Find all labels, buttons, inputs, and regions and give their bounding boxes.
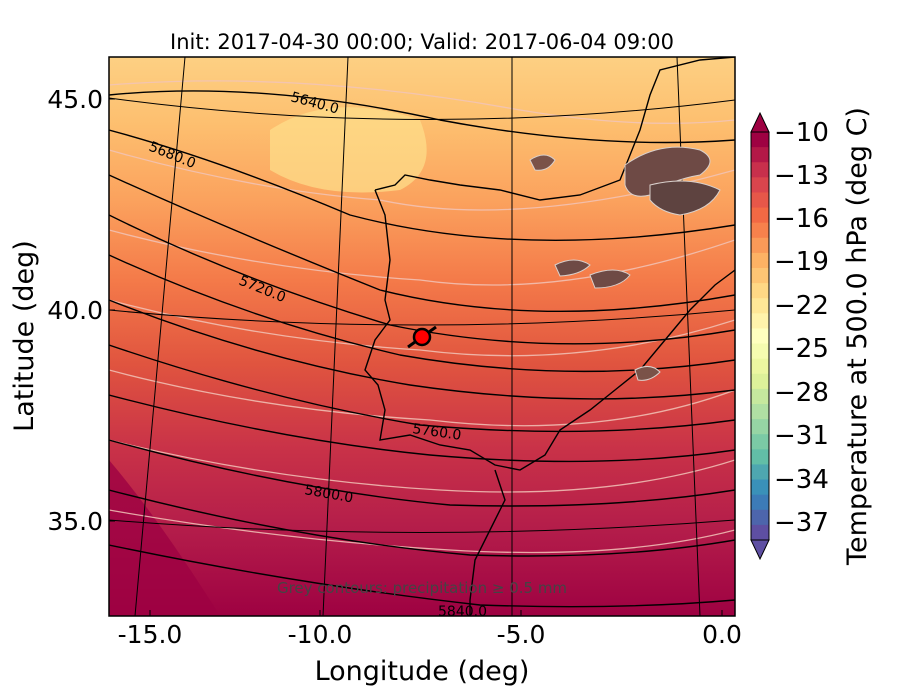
colorbar-frame — [750, 131, 770, 541]
colorbar: −10 −13 −16 −19 −22 −25 −28 −31 −34 −37 … — [750, 107, 873, 566]
colorbar-band — [751, 373, 769, 390]
colorbar-tick-label: −31 — [774, 421, 829, 451]
y-axis-label: Latitude (deg) — [9, 240, 40, 432]
precipitation-areas — [529, 146, 721, 381]
contour-label: 5760.0 — [411, 421, 462, 444]
colorbar-band — [751, 147, 769, 163]
colorbar-tick-label: −19 — [774, 247, 829, 277]
colorbar-band — [751, 343, 769, 360]
colorbar-band — [751, 268, 769, 284]
colorbar-label: Temperature at 500.0 hPa (deg C) — [842, 107, 873, 566]
contour-label: 5840.0 — [438, 604, 487, 620]
colorbar-band — [751, 283, 769, 299]
coastline — [364, 57, 735, 616]
colorbar-band — [751, 434, 769, 450]
colorbar-extend-bottom — [750, 539, 770, 561]
colorbar-tick-label: −25 — [774, 334, 829, 364]
colorbar-band — [751, 449, 769, 466]
temperature-cell — [109, 460, 220, 616]
colorbar-band — [751, 313, 769, 330]
colorbar-band — [751, 192, 769, 209]
colorbar-band — [751, 328, 769, 345]
colorbar-tick-label: −22 — [774, 291, 829, 321]
colorbar-band — [751, 509, 769, 526]
colorbar-band — [751, 252, 769, 269]
colorbar-band — [751, 464, 769, 481]
x-axis-label: Longitude (deg) — [315, 656, 530, 687]
temperature-isolines — [109, 80, 735, 554]
x-axis: -15.0 -10.0 -5.0 0.0 Longitude (deg) — [118, 610, 742, 687]
colorbar-band — [751, 388, 769, 405]
graticule — [109, 57, 735, 616]
colorbar-band — [751, 358, 769, 375]
geopotential-contours — [109, 90, 735, 608]
colorbar-band — [751, 419, 769, 435]
colorbar-ticks: −10 −13 −16 −19 −22 −25 −28 −31 −34 −37 — [774, 118, 829, 538]
x-tick-label: -10.0 — [288, 620, 353, 649]
x-tick-label: -5.0 — [497, 620, 546, 649]
colorbar-tick-label: −37 — [774, 508, 829, 538]
colorbar-band — [751, 162, 769, 178]
plot-frame — [108, 56, 736, 617]
colorbar-band — [751, 298, 769, 314]
colorbar-band — [751, 524, 769, 541]
colorbar-band — [751, 207, 769, 224]
colorbar-band — [751, 479, 769, 496]
colorbar-bands — [751, 132, 769, 541]
colorbar-band — [751, 132, 769, 148]
colorbar-band — [751, 237, 769, 254]
plot-area: 5640.0 5680.0 5720.0 5760.0 5800.0 5840.… — [109, 57, 735, 620]
y-tick-label: 45.0 — [47, 85, 103, 114]
colorbar-band — [751, 222, 769, 239]
y-axis: 45.0 40.0 35.0 Latitude (deg) — [9, 85, 115, 536]
precipitation-note: Grey contours: precipitation ≥ 0.5 mm — [277, 579, 567, 597]
colorbar-tick-label: −34 — [774, 465, 829, 495]
x-tick-label: -15.0 — [118, 620, 183, 649]
colorbar-band — [751, 177, 769, 194]
y-tick-label: 40.0 — [47, 296, 103, 325]
colorbar-tick-label: −13 — [774, 161, 829, 191]
colorbar-tick-label: −28 — [774, 378, 829, 408]
colorbar-extend-top — [750, 111, 770, 133]
temperature-cell — [270, 107, 427, 193]
colorbar-band — [751, 404, 769, 420]
x-tick-label: 0.0 — [702, 620, 742, 649]
location-marker — [407, 325, 437, 349]
colorbar-band — [751, 494, 769, 511]
map-title: Init: 2017-04-30 00:00; Valid: 2017-06-0… — [170, 30, 674, 54]
colorbar-tick-label: −16 — [774, 204, 829, 234]
y-tick-label: 35.0 — [47, 507, 103, 536]
colorbar-tick-label: −10 — [774, 118, 829, 148]
